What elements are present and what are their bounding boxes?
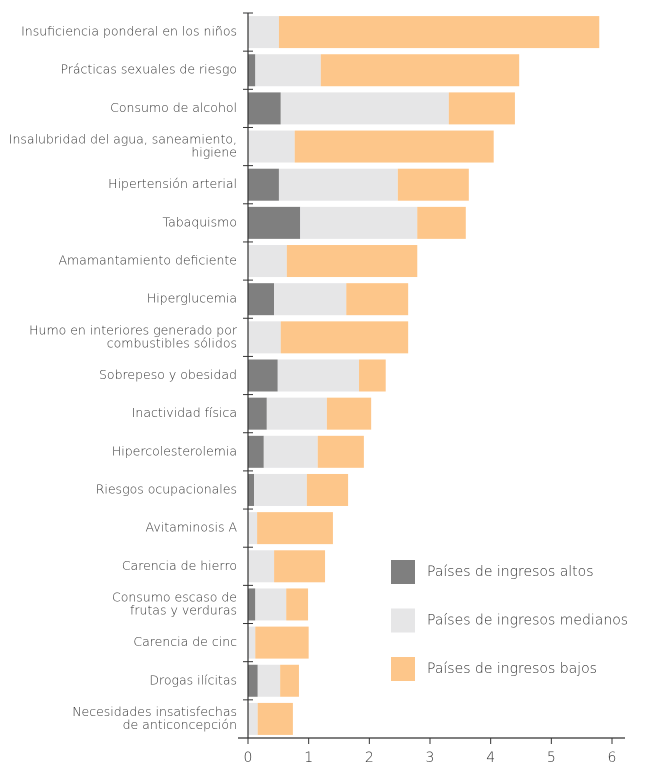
bar-segment [320, 54, 520, 87]
category-label: Inactividad física [132, 405, 237, 420]
category-label: Insuficiencia ponderal en los niños [21, 24, 237, 39]
category-label: Hipercolesterolemia [112, 443, 237, 458]
bar-segment [248, 245, 287, 278]
bar-segment [274, 550, 326, 583]
category-label: combustibles sólidos [107, 335, 237, 350]
bar-segment [300, 206, 418, 239]
legend-label: Países de ingresos bajos [427, 661, 597, 677]
bar-segment [248, 130, 295, 163]
category-label: Drogas ilícitas [149, 672, 237, 687]
category-label: frutas y verduras [130, 602, 237, 617]
bar-segment [248, 283, 275, 316]
legend-swatch [391, 608, 415, 633]
category-label: higiene [191, 145, 237, 160]
bar-segment [280, 92, 449, 125]
category-label: Consumo escaso de [112, 589, 237, 604]
bar-segment [257, 512, 333, 545]
x-tick-label: 0 [244, 750, 253, 766]
category-label: Insalubridad del agua, saneamiento, [9, 132, 237, 147]
bar-segment [286, 588, 309, 621]
bar-segment [277, 359, 360, 392]
bar-segment [278, 168, 398, 201]
bar-segment [397, 168, 469, 201]
legend-swatch [391, 657, 415, 681]
category-label: Carencia de cinc [133, 634, 237, 649]
bar-segment [255, 626, 309, 659]
bar-segment [280, 321, 409, 354]
bar-segment [257, 664, 281, 697]
bar-segment [254, 473, 307, 506]
bar-segment [448, 92, 515, 125]
category-label: Necesidades insatisfechas [72, 704, 237, 719]
category-label: Hipertensión arterial [108, 176, 237, 191]
bar-segment [248, 397, 267, 430]
bar-segment [248, 206, 301, 239]
bar-segment [248, 92, 281, 125]
bar-segment [346, 283, 409, 316]
bar-segment [248, 473, 255, 506]
category-label: de anticoncepción [123, 717, 237, 732]
bar-segment [417, 206, 466, 239]
bar-segment [326, 397, 372, 430]
bar-segment [248, 321, 281, 354]
legend-label: Países de ingresos medianos [427, 613, 628, 629]
bar-segment [248, 664, 258, 697]
bar-segment [248, 702, 258, 735]
bar-segment [257, 702, 293, 735]
bar-segment [286, 245, 418, 278]
bar-segment [248, 626, 256, 659]
bar-segment [255, 54, 321, 87]
bar-segment [248, 54, 256, 87]
x-tick-label: 4 [486, 750, 495, 766]
bar-segment [278, 16, 600, 49]
bar-segment [266, 397, 327, 430]
bar-segment [248, 168, 279, 201]
bar-segment [280, 664, 299, 697]
bar-segment [263, 435, 318, 468]
category-label: Riesgos ocupacionales [96, 481, 237, 496]
category-label: Sobrepeso y obesidad [99, 367, 237, 382]
bar-segment [306, 473, 349, 506]
category-label: Carencia de hierro [122, 558, 237, 573]
bar-segment [248, 588, 256, 621]
bar-segment [359, 359, 386, 392]
bar-segment [255, 588, 287, 621]
x-tick-label: 3 [426, 750, 435, 766]
category-label: Avitaminosis A [146, 520, 238, 535]
category-label: Tabaquismo [163, 214, 238, 229]
bar-segment [248, 435, 264, 468]
category-label: Amamantamiento deficiente [58, 253, 237, 268]
bar-segment [248, 16, 279, 49]
legend-swatch [391, 560, 415, 584]
x-tick-label: 1 [304, 750, 313, 766]
bar-segment [248, 550, 275, 583]
bar-segment [317, 435, 364, 468]
category-label: Humo en interiores generado por [29, 322, 238, 337]
x-tick-label: 5 [547, 750, 556, 766]
category-label: Prácticas sexuales de riesgo [60, 62, 237, 77]
bar-segment [248, 359, 278, 392]
bar-segment [294, 130, 494, 163]
legend-label: Países de ingresos altos [427, 564, 594, 580]
bar-segment [274, 283, 347, 316]
x-tick-label: 6 [608, 750, 617, 766]
bar-segment [248, 512, 258, 545]
category-label: Consumo de alcohol [110, 100, 237, 115]
category-label: Hiperglucemia [147, 291, 237, 306]
x-tick-label: 2 [365, 750, 374, 766]
